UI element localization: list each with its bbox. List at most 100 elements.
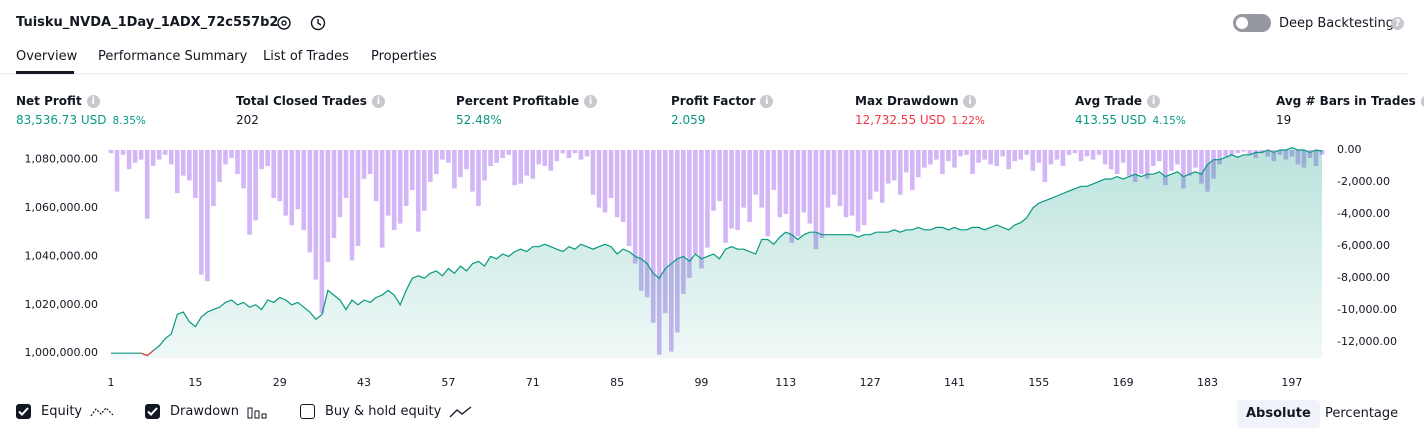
metric-value: 202: [236, 113, 259, 127]
drawdown-bar: [1090, 150, 1096, 160]
drawdown-bar: [205, 150, 210, 282]
info-icon[interactable]: i: [760, 94, 774, 108]
checkbox[interactable]: [16, 404, 31, 419]
drawdown-bar: [1054, 150, 1060, 160]
x-tick-label: 169: [1113, 376, 1134, 389]
drawdown-bar: [867, 150, 873, 200]
drawdown-bar: [1000, 150, 1005, 157]
drawdown-bar: [181, 150, 186, 176]
info-icon[interactable]: i: [86, 94, 100, 108]
legend-item[interactable]: Equity: [16, 404, 114, 419]
drawdown-bar: [958, 150, 963, 157]
drawdown-bar: [644, 150, 650, 298]
x-tick-label: 155: [1028, 376, 1049, 389]
metric-label-text: Avg # Bars in Trades: [1276, 94, 1416, 108]
checkbox[interactable]: [145, 404, 160, 419]
x-tick-label: 127: [860, 376, 881, 389]
mode-button[interactable]: Absolute: [1237, 400, 1320, 428]
drawdown-bar: [331, 150, 337, 238]
drawdown-bar: [512, 150, 517, 186]
tab-underline: [16, 71, 74, 74]
equity-negative-segment: [146, 350, 154, 357]
tab[interactable]: List of Trades: [263, 49, 349, 64]
mode-button[interactable]: Percentage: [1325, 406, 1399, 421]
info-icon[interactable]: i: [371, 94, 385, 108]
drawdown-bar: [506, 150, 511, 155]
drawdown-bar: [301, 150, 307, 230]
toggle-switch[interactable]: [1233, 14, 1271, 32]
y-tick-label: 1,040,000.00: [25, 249, 98, 262]
drawdown-bar: [946, 150, 951, 162]
drawdown-bar: [235, 150, 240, 174]
drawdown-bar: [837, 150, 843, 206]
drawdown-bar: [964, 150, 969, 155]
drawdown-bar: [717, 150, 722, 202]
metric-percent: 1.22%: [951, 115, 985, 127]
drawdown-bar: [464, 150, 469, 170]
legend-label: Buy & hold equity: [325, 404, 442, 419]
drawdown-bar: [608, 150, 614, 198]
drawdown-bar: [325, 150, 331, 262]
metric-value-text: 2.059: [671, 113, 706, 127]
drawdown-bar: [916, 150, 921, 178]
drawdown-bar: [548, 150, 554, 171]
tab[interactable]: Performance Summary: [98, 49, 248, 64]
drawdown-bar: [373, 150, 379, 202]
drawdown-bar: [217, 150, 222, 182]
drawdown-bar: [807, 150, 813, 224]
drawdown-bar: [795, 150, 801, 237]
help-icon[interactable]: ?: [1391, 17, 1404, 30]
info-icon[interactable]: i: [963, 94, 977, 108]
tab[interactable]: Properties: [371, 49, 437, 64]
metric-label-text: Net Profit: [16, 94, 82, 108]
drawdown-bar: [108, 150, 114, 154]
drawdown-bar: [1187, 150, 1192, 176]
drawdown-bar: [801, 150, 807, 213]
drawdown-bar: [687, 150, 692, 278]
drawdown-bar: [470, 150, 475, 192]
drawdown-bar: [584, 150, 590, 157]
info-icon[interactable]: i: [1147, 94, 1161, 108]
drawdown-bar: [1157, 150, 1162, 162]
drawdown-bar: [735, 150, 740, 230]
drawdown-bar: [313, 150, 319, 280]
x-tick-label: 113: [775, 376, 796, 389]
drawdown-bar: [150, 150, 156, 166]
legend-item[interactable]: Drawdown: [145, 404, 269, 419]
y2-tick-label: 0.00: [1337, 143, 1362, 156]
drawdown-bar: [578, 150, 584, 160]
legend-item[interactable]: Buy & hold equity: [300, 404, 473, 419]
x-tick-label: 197: [1281, 376, 1302, 389]
drawdown-bar: [777, 150, 783, 218]
drawdown-bar: [922, 150, 927, 168]
drawdown-bar: [1096, 150, 1102, 155]
drawdown-bar: [747, 150, 752, 222]
drawdown-bar: [1006, 150, 1012, 170]
metric-label: Profit Factor i: [671, 94, 774, 108]
metric-label: Avg # Bars in Trades i: [1276, 94, 1424, 108]
drawdown-bar: [223, 150, 228, 165]
drawdown-bar: [343, 150, 349, 198]
drawdown-bar: [482, 150, 487, 181]
drawdown-bar: [446, 150, 451, 163]
drawdown-bar: [590, 150, 596, 195]
drawdown-bar: [1229, 150, 1234, 155]
x-tick-label: 85: [610, 376, 624, 389]
info-icon[interactable]: i: [1420, 94, 1424, 108]
drawdown-bar: [1042, 150, 1048, 182]
drawdown-bar: [705, 150, 710, 248]
info-icon[interactable]: i: [584, 94, 598, 108]
drawdown-bar: [825, 150, 831, 208]
strategy-title: Tuisku_NVDA_1Day_1ADX_72c557b2: [16, 15, 279, 30]
tab[interactable]: Overview: [16, 49, 78, 64]
drawdown-bar: [602, 150, 608, 213]
metric-value: 12,732.55 USD 1.22%: [855, 113, 985, 127]
drawdown-bar: [681, 150, 686, 294]
y2-tick-label: -10,000.00: [1337, 303, 1397, 316]
drawdown-bar: [614, 150, 620, 218]
header-icons[interactable]: [275, 14, 335, 34]
y2-tick-label: -4,000.00: [1337, 207, 1390, 220]
drawdown-bar: [1060, 150, 1066, 166]
checkbox[interactable]: [300, 404, 315, 419]
